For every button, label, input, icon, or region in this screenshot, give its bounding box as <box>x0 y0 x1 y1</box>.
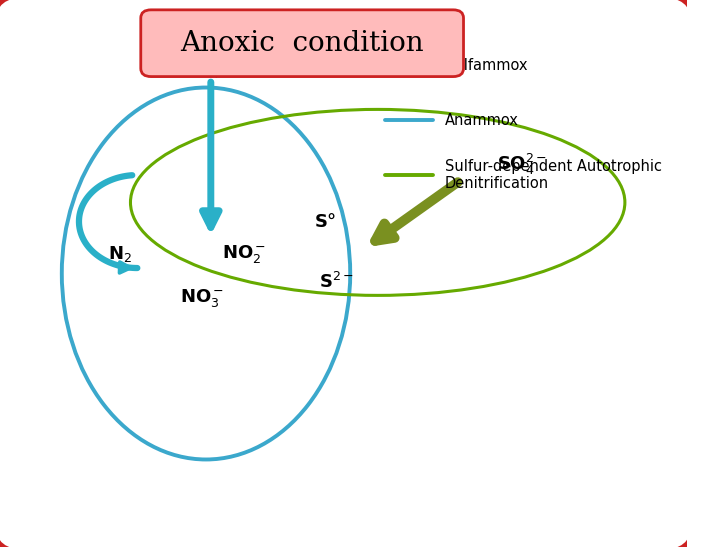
Text: S°: S° <box>315 213 337 230</box>
FancyBboxPatch shape <box>141 10 464 77</box>
Text: Sulfur-dependent Autotrophic
Denitrification: Sulfur-dependent Autotrophic Denitrifica… <box>445 159 662 191</box>
Text: S$^{2-}$: S$^{2-}$ <box>319 272 354 292</box>
Text: NO$_2^-$: NO$_2^-$ <box>222 243 266 265</box>
FancyBboxPatch shape <box>0 0 694 547</box>
Text: Anammox: Anammox <box>445 113 519 128</box>
Text: Sulfammox: Sulfammox <box>445 58 528 73</box>
Text: NO$_3^-$: NO$_3^-$ <box>180 287 224 309</box>
Text: Anoxic  condition: Anoxic condition <box>180 30 424 57</box>
Text: SO$_4^{2-}$: SO$_4^{2-}$ <box>497 152 547 177</box>
Text: NH$_4^+$: NH$_4^+$ <box>181 56 224 80</box>
Text: N$_2$: N$_2$ <box>108 245 132 264</box>
